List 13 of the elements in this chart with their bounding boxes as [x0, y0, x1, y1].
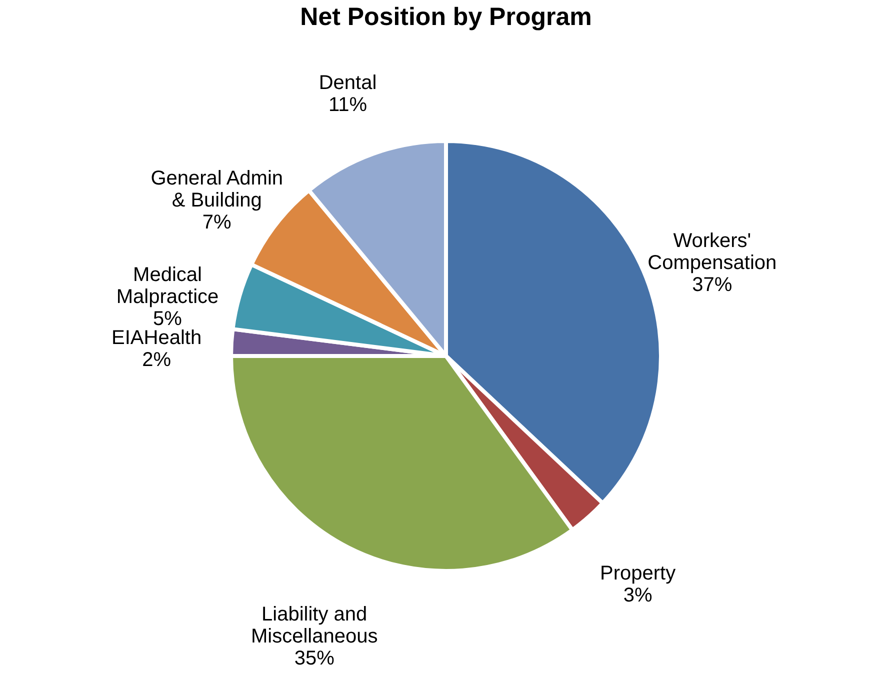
slice-label: Property	[600, 562, 676, 585]
slice-label: Workers' Compensation	[648, 230, 777, 274]
slice-label: Liability and Miscellaneous	[250, 603, 378, 648]
data-label: 3%	[623, 584, 652, 607]
data-label: 35%	[294, 647, 335, 670]
slice-label: General Admin & Building	[150, 167, 284, 212]
data-label: 2%	[142, 348, 172, 371]
data-label: 11%	[328, 94, 368, 116]
data-label: 37%	[692, 274, 732, 296]
chart-title: Net Position by Program	[300, 3, 592, 31]
slice-label: Dental	[318, 72, 377, 94]
data-label: 7%	[202, 211, 232, 234]
slice-label: Medical Malpractice	[116, 264, 219, 308]
